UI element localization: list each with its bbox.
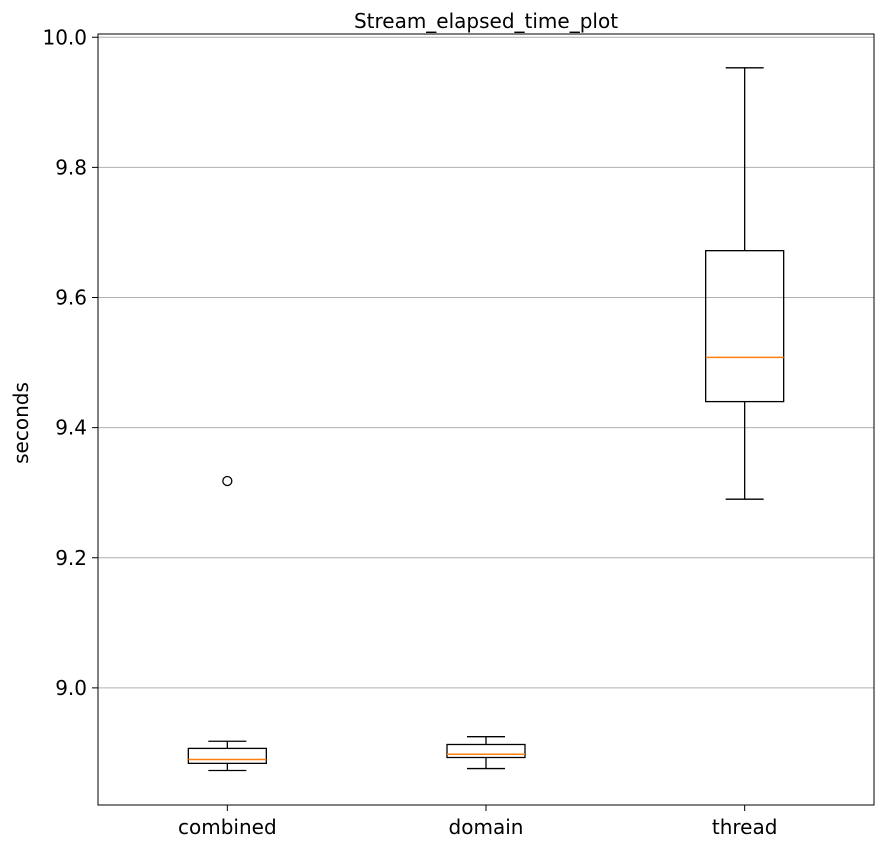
chart-title: Stream_elapsed_time_plot <box>354 9 618 33</box>
box-layer <box>187 67 785 772</box>
y-tick-label: 9.4 <box>55 416 87 440</box>
grid-layer <box>98 36 874 689</box>
y-axis-label: seconds <box>9 382 33 464</box>
outlier-point <box>222 475 233 487</box>
x-tick-label: combined <box>178 815 277 839</box>
y-tick-label: 10.0 <box>42 25 87 49</box>
x-tick-label: domain <box>449 815 524 839</box>
y-tick-label: 9.0 <box>55 676 87 700</box>
y-axis-ticks: 9.0 9.2 9.4 9.6 9.8 10.0 <box>42 25 98 700</box>
x-axis-ticks: combined domain thread <box>178 805 777 839</box>
y-tick-label: 9.2 <box>55 546 87 570</box>
box-group-thread <box>705 67 785 500</box>
box <box>187 747 267 765</box>
plot-frame <box>97 33 875 806</box>
y-tick-label: 9.6 <box>55 286 87 310</box>
y-tick-label: 9.8 <box>55 155 87 179</box>
box-group-combined <box>187 475 267 772</box>
box-group-domain <box>446 736 526 770</box>
box <box>446 743 526 759</box>
x-tick-label: thread <box>712 815 778 839</box>
box <box>705 250 785 403</box>
